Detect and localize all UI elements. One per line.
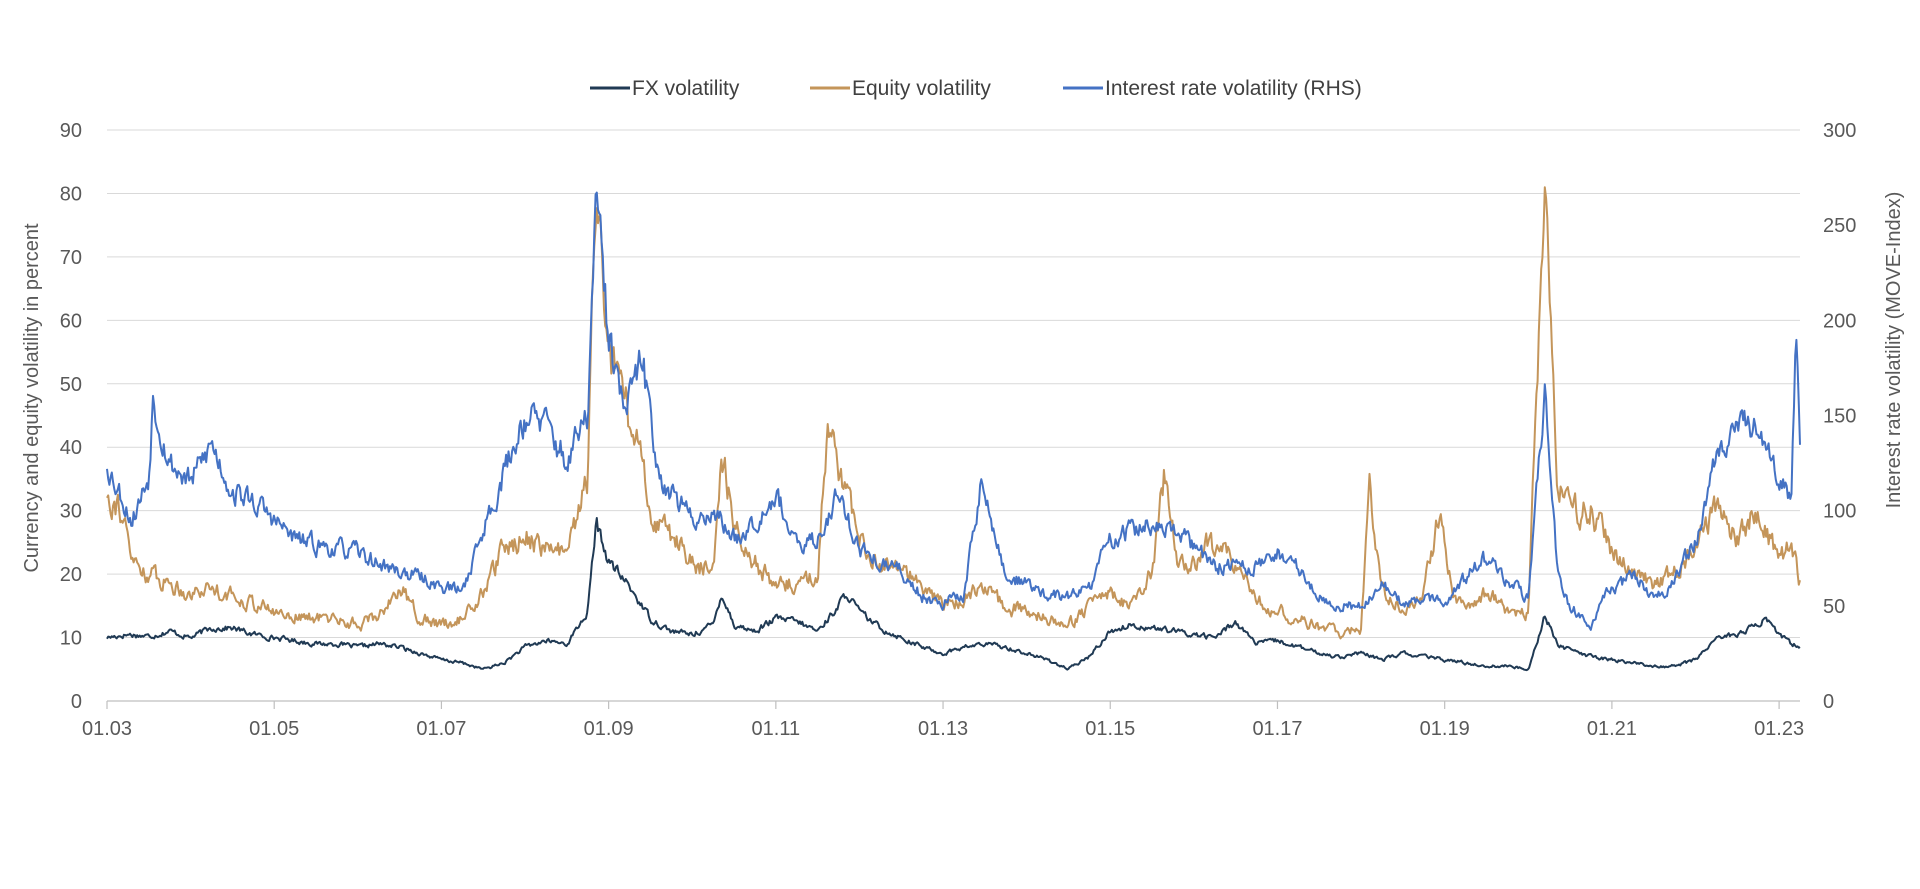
y-right-tick-label: 100: [1823, 501, 1856, 523]
series-line-equity-volatility: [106, 186, 1801, 640]
x-tick-label: 01.11: [752, 718, 801, 740]
y-left-tick-label: 10: [60, 628, 82, 650]
x-tick-label: 01.09: [584, 718, 634, 740]
left-axis-title: Currency and equity volatility in percen…: [21, 223, 43, 573]
y-right-tick-label: 0: [1823, 691, 1834, 713]
x-tick-label: 01.15: [1085, 718, 1135, 740]
legend-label: Interest rate volatility (RHS): [1105, 77, 1362, 100]
y-right-tick-label: 300: [1823, 120, 1856, 142]
x-tick-label: 01.03: [82, 718, 132, 740]
x-tick-label: 01.19: [1420, 718, 1470, 740]
y-left-tick-label: 0: [71, 691, 82, 713]
y-left-tick-label: 70: [60, 247, 82, 269]
y-left-tick-label: 30: [60, 501, 82, 523]
legend-label: Equity volatility: [852, 77, 991, 100]
y-left-tick-label: 20: [60, 564, 82, 586]
series-line-interest-rate-volatility: [106, 191, 1801, 631]
x-tick-label: 01.21: [1587, 718, 1637, 740]
legend-label: FX volatility: [632, 77, 740, 100]
right-axis-title: Interest rate volatility (MOVE-Index): [1883, 192, 1905, 509]
y-left-tick-label: 80: [60, 183, 82, 205]
x-tick-label: 01.07: [416, 718, 466, 740]
y-right-tick-label: 250: [1823, 215, 1856, 237]
axes: 0 10 20 30 40 50 60 70 80 90 0 50 100 150 200 250 300 01.…: [60, 120, 1857, 740]
gridlines: [107, 129, 1800, 702]
x-tick-label: 01.05: [249, 718, 299, 740]
y-left-tick-label: 40: [60, 437, 82, 459]
x-tick-label: 01.17: [1252, 718, 1302, 740]
y-left-tick-label: 90: [60, 120, 82, 142]
x-tick-label: 01.23: [1754, 718, 1804, 740]
y-right-tick-label: 150: [1823, 406, 1856, 428]
series-line-fx-volatility: [106, 517, 1801, 672]
y-left-tick-label: 50: [60, 374, 82, 396]
x-tick-label: 01.13: [918, 718, 968, 740]
y-right-tick-label: 50: [1823, 596, 1845, 618]
y-left-tick-label: 60: [60, 310, 82, 332]
series-lines: [106, 186, 1801, 672]
legend: FX volatility Equity volatility Interest r…: [590, 77, 1362, 100]
y-right-tick-label: 200: [1823, 310, 1856, 332]
